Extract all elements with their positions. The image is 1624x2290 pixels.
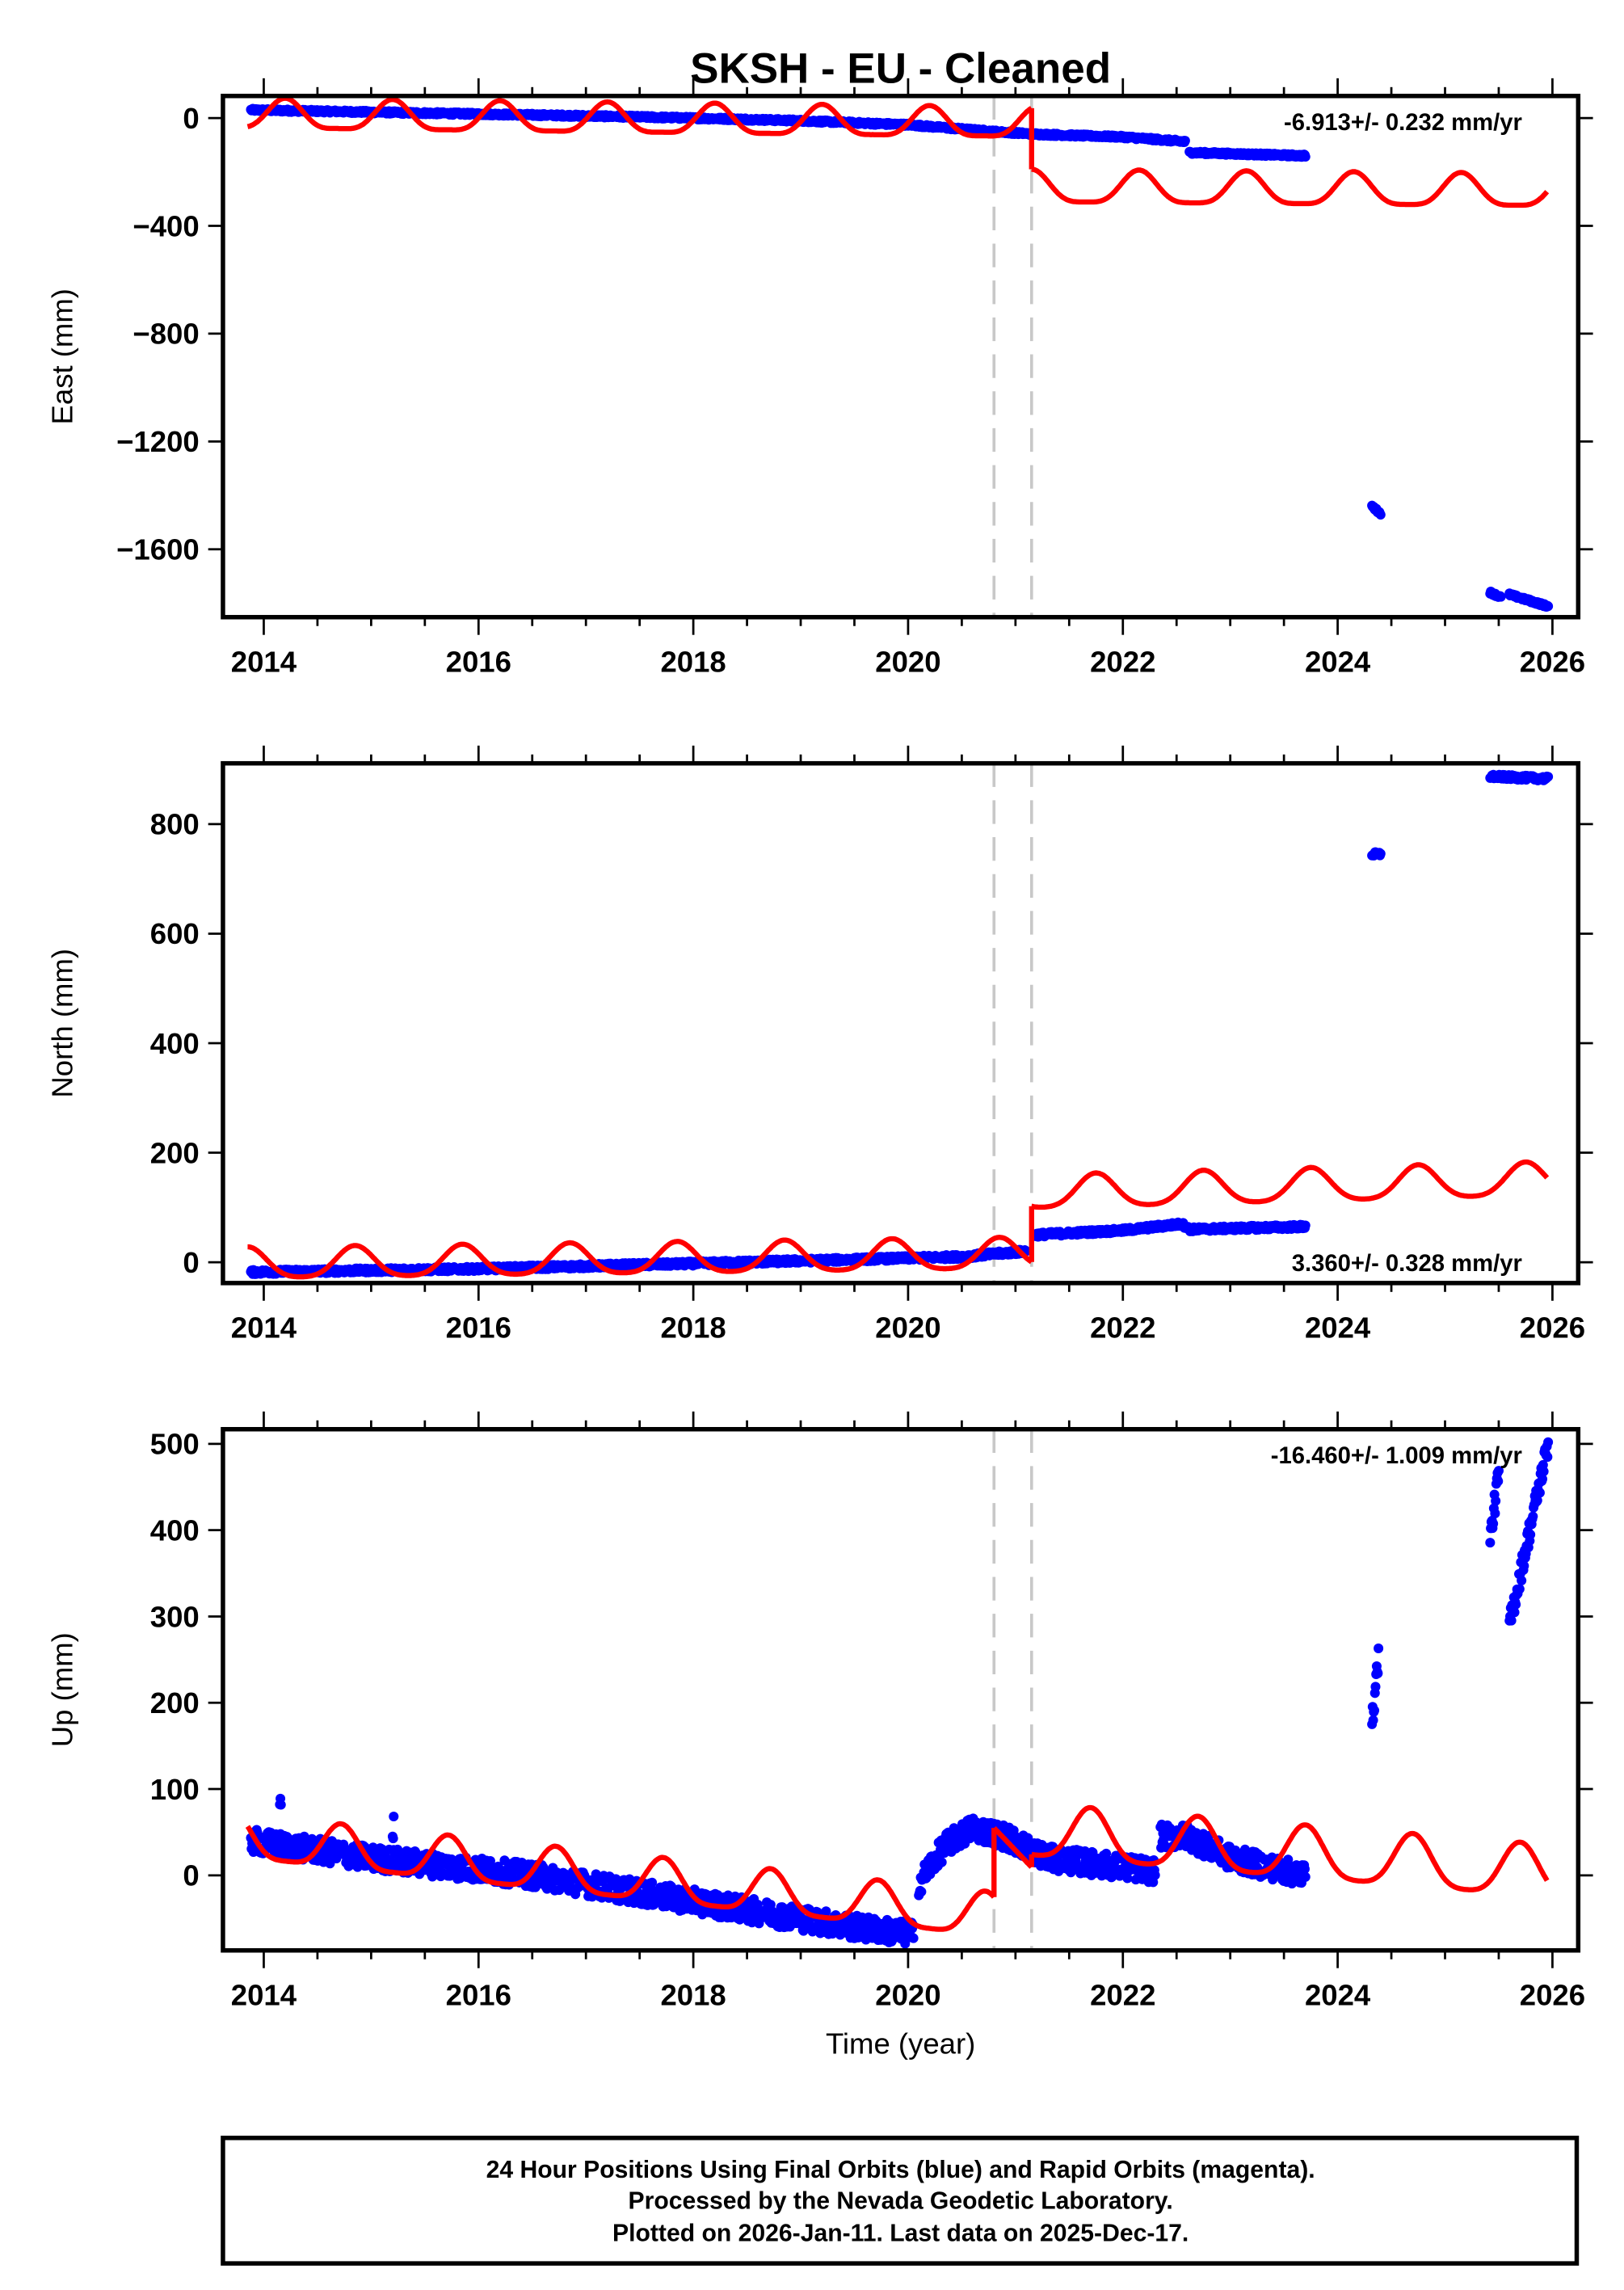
y-tick-label: 0	[183, 1859, 199, 1892]
model-curve	[1031, 1159, 1550, 1210]
plot-area	[246, 769, 1554, 1280]
x-tick-label: 2016	[446, 1311, 511, 1344]
x-tick-label: 2014	[231, 1311, 297, 1344]
x-tick-label: 2026	[1520, 1978, 1585, 2011]
y-tick-label: −1200	[116, 425, 200, 458]
model-curve	[247, 1234, 1033, 1280]
y-axis-label: Up (mm)	[46, 1632, 79, 1747]
chart-title: SKSH - EU - Cleaned	[690, 44, 1111, 92]
model-curve	[1031, 166, 1550, 208]
observed-point	[821, 1906, 831, 1917]
y-tick-label: 100	[150, 1773, 200, 1806]
plot-frame	[221, 760, 1581, 1286]
y-tick-label: 0	[183, 102, 199, 135]
x-tick-label: 2018	[660, 1311, 726, 1344]
y-tick-label: 200	[150, 1136, 200, 1169]
rate-label: -6.913+/- 0.232 mm/yr	[1284, 110, 1522, 136]
observed-point	[1543, 772, 1554, 782]
y-tick-label: 600	[150, 917, 200, 950]
x-tick-label: 2026	[1520, 645, 1585, 678]
x-tick-label: 2018	[660, 1978, 726, 2011]
x-tick-label: 2014	[231, 645, 297, 678]
observed-point	[916, 1887, 927, 1897]
panel-1: 2014 2016 2018 2020 2022 2024 2026 0 −400 −800 −12…	[46, 78, 1593, 678]
y-axis-label: North (mm)	[46, 949, 79, 1098]
observed-point	[936, 1857, 947, 1867]
x-tick-label: 2020	[875, 1311, 940, 1344]
x-tick-label: 2016	[446, 645, 511, 678]
x-tick-label: 2022	[1090, 645, 1155, 678]
y-tick-label: 300	[150, 1600, 200, 1633]
y-tick-label: 800	[150, 808, 200, 841]
plot-frame	[221, 94, 1581, 620]
observed-point	[1496, 591, 1506, 602]
x-tick-label: 2022	[1090, 1978, 1155, 2011]
panel-3: 2014 2016 2018 2020 2022 2024 2026 0 100 200 300 40…	[46, 1411, 1593, 2011]
observed-point	[1375, 848, 1386, 859]
observed-point	[1543, 601, 1554, 612]
observed-point	[1300, 151, 1311, 162]
x-tick-label: 2022	[1090, 1311, 1155, 1344]
x-tick-label: 2020	[875, 645, 940, 678]
x-tick-label: 2026	[1520, 1311, 1585, 1344]
y-tick-label: 200	[150, 1686, 200, 1720]
model-curve	[246, 95, 1033, 139]
observed-point	[908, 1933, 919, 1943]
y-tick-label: 400	[150, 1027, 200, 1060]
plot-area	[246, 95, 1554, 612]
x-tick-label: 2024	[1305, 645, 1371, 678]
plot-area	[245, 1437, 1554, 1949]
observed-point	[647, 1877, 658, 1888]
x-tick-label: 2014	[231, 1978, 297, 2011]
x-tick-label: 2020	[875, 1978, 940, 2011]
observed-point	[1375, 509, 1386, 520]
y-tick-label: 400	[150, 1513, 200, 1547]
observed-point	[1180, 136, 1190, 146]
y-axis-label: East (mm)	[46, 288, 79, 424]
x-tick-label: 2018	[660, 645, 726, 678]
y-tick-label: −1600	[116, 533, 200, 566]
y-tick-label: 0	[183, 1246, 199, 1279]
panel-2: 2014 2016 2018 2020 2022 2024 2026 0 200 400 600 80…	[46, 745, 1593, 1344]
x-tick-label: 2024	[1305, 1978, 1371, 2011]
x-tick-label: 2016	[446, 1978, 511, 2011]
y-tick-label: 500	[150, 1428, 200, 1461]
rate-label: 3.360+/- 0.328 mm/yr	[1292, 1251, 1522, 1277]
y-tick-label: −400	[133, 209, 199, 242]
x-tick-label: 2024	[1305, 1311, 1371, 1344]
y-tick-label: −800	[133, 318, 199, 351]
observed-point	[1300, 1220, 1311, 1231]
